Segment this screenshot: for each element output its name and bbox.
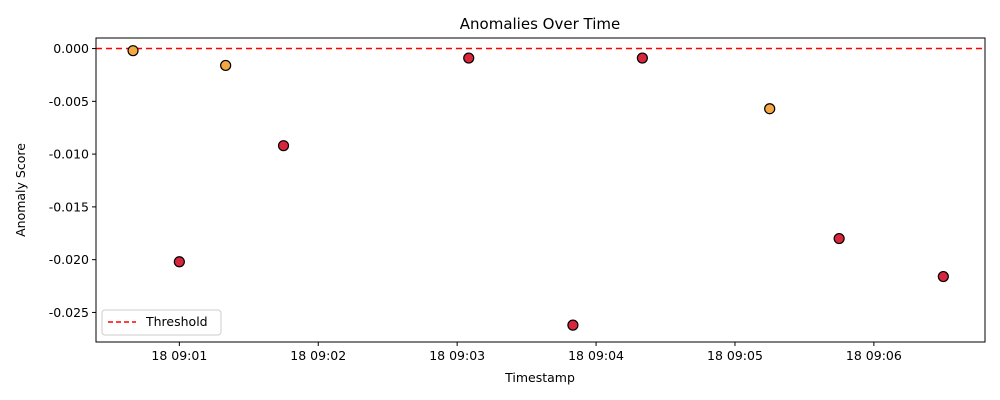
data-point-8 xyxy=(833,232,845,245)
data-point-9 xyxy=(937,270,949,283)
legend-threshold-label: Threshold xyxy=(145,314,208,329)
data-point-4 xyxy=(463,52,475,64)
x-tick-label: 18 09:05 xyxy=(707,348,763,363)
y-tick-label: -0.010 xyxy=(49,147,89,162)
data-point-6 xyxy=(636,52,648,64)
x-tick-label: 18 09:06 xyxy=(846,348,902,363)
legend: Threshold xyxy=(101,309,222,336)
y-tick-label: -0.005 xyxy=(49,94,89,109)
x-axis-label: Timestamp xyxy=(504,370,575,385)
plot-frame xyxy=(95,37,986,343)
y-tick-label: -0.020 xyxy=(49,252,89,267)
x-axis: 18 09:01 18 09:02 18 09:03 18 09:04 18 09:05… xyxy=(151,342,902,363)
y-tick-label: -0.025 xyxy=(49,305,89,320)
data-point-5 xyxy=(567,319,579,331)
x-tick-label: 18 09:04 xyxy=(568,348,624,363)
data-point-3 xyxy=(277,140,290,152)
y-axis: 0.000 -0.005 -0.010 -0.015 -0.020 -0.025 xyxy=(49,41,96,320)
plot-area xyxy=(96,45,985,331)
data-point-2 xyxy=(220,59,232,72)
y-axis-label: Anomaly Score xyxy=(13,143,28,237)
data-point-0 xyxy=(127,45,139,57)
x-tick-label: 18 09:01 xyxy=(151,348,207,363)
y-tick-label: 0.000 xyxy=(53,41,89,56)
y-tick-label: -0.015 xyxy=(49,199,89,214)
data-point-7 xyxy=(764,103,776,115)
data-point-1 xyxy=(173,256,185,268)
chart-title: Anomalies Over Time xyxy=(460,15,620,33)
legend-box xyxy=(101,309,222,336)
x-tick-label: 18 09:03 xyxy=(429,348,485,363)
x-tick-label: 18 09:02 xyxy=(290,348,346,363)
